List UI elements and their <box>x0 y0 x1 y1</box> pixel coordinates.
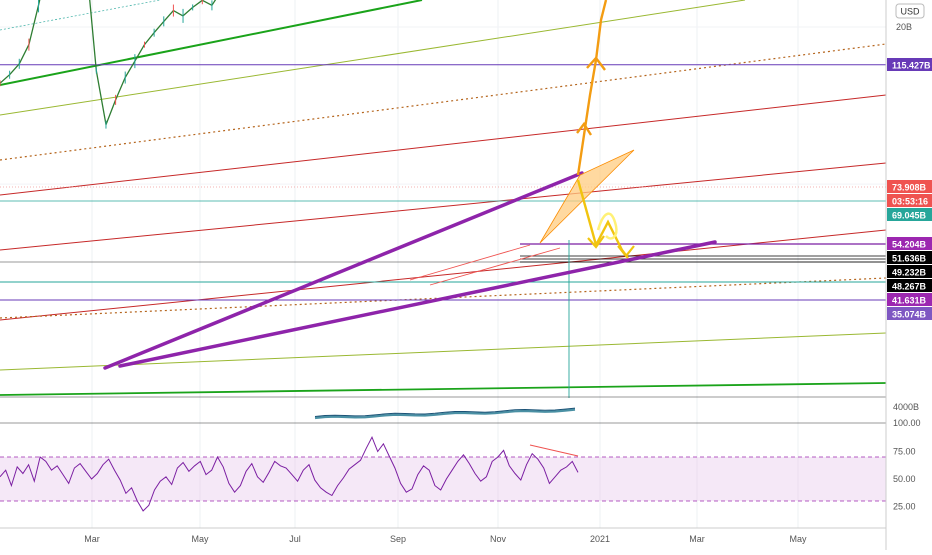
grid <box>0 0 886 528</box>
price-tag <box>887 180 932 193</box>
trend-line <box>0 0 423 86</box>
y-tick-label: 20B <box>896 22 912 32</box>
price-tag <box>887 293 932 306</box>
trend-line <box>0 0 746 116</box>
rsi-tick-label: 100.00 <box>893 418 921 428</box>
x-tick-label: May <box>789 534 807 544</box>
price-tag-label: 35.074B <box>892 310 927 320</box>
x-tick-label: Mar <box>689 534 705 544</box>
price-tag <box>887 237 932 250</box>
price-tag <box>887 265 932 278</box>
trend-drawings <box>0 0 887 398</box>
price-tag <box>887 194 932 207</box>
projection-arrows <box>576 0 635 259</box>
price-tags: 115.427B 73.908B 03:53:16 69.045B 54.204B 51.… <box>887 58 932 320</box>
rsi-band <box>0 457 886 501</box>
rsi-tick-label: 25.00 <box>893 502 916 512</box>
arrow-head <box>586 56 606 71</box>
currency-badge[interactable]: USD <box>895 3 925 19</box>
price-series <box>0 0 217 129</box>
price-tag-label: 73.908B <box>892 183 927 193</box>
trend-line <box>409 244 531 281</box>
x-tick-label: Sep <box>390 534 406 544</box>
price-tag <box>887 208 932 221</box>
price-tag-label: 115.427B <box>892 61 931 71</box>
price-tag <box>887 307 932 320</box>
currency-label: USD <box>900 7 920 17</box>
price-tag <box>887 251 932 264</box>
price-line <box>0 0 217 126</box>
orange-flag <box>539 149 635 244</box>
price-tag-label: 48.267B <box>892 282 927 292</box>
arrow-head <box>617 245 635 258</box>
price-tag-label: 51.636B <box>892 254 927 264</box>
x-tick-label: Mar <box>84 534 100 544</box>
price-tag <box>887 58 932 71</box>
rsi-tick-label: 50.00 <box>893 474 916 484</box>
volume-tick-label: 4000B <box>893 402 919 412</box>
trend-line <box>0 229 887 321</box>
arrow-head <box>576 121 593 136</box>
arrow-head <box>587 235 605 249</box>
rsi-tick-label: 75.00 <box>893 447 916 457</box>
wedge-upper-line <box>103 171 584 370</box>
supply-series <box>314 408 576 420</box>
rsi-pane <box>0 435 886 512</box>
supply-series-outline <box>314 407 576 417</box>
x-tick-label: Nov <box>490 534 507 544</box>
volume-pane <box>314 407 576 420</box>
x-tick-label: Jul <box>289 534 301 544</box>
trend-line <box>0 94 887 196</box>
trend-line <box>0 0 161 31</box>
price-tag-label: 03:53:16 <box>892 197 928 207</box>
wedge-lower-line <box>118 240 717 368</box>
rsi-divergence-line <box>529 444 579 457</box>
trend-line <box>0 162 887 251</box>
price-tag <box>887 279 932 292</box>
price-tag-label: 49.232B <box>892 268 927 278</box>
price-tag-label: 54.204B <box>892 240 927 250</box>
x-tick-label: 2021 <box>590 534 610 544</box>
scribble-projection <box>596 212 618 240</box>
price-tag-label: 41.631B <box>892 296 927 306</box>
rsi-line <box>0 435 579 512</box>
trend-line <box>0 332 887 371</box>
trend-line <box>0 382 887 396</box>
price-tag-label: 69.045B <box>892 211 927 221</box>
trend-line <box>429 247 561 286</box>
trend-line <box>0 43 887 161</box>
bullish-projection <box>576 0 608 176</box>
x-tick-label: May <box>191 534 209 544</box>
